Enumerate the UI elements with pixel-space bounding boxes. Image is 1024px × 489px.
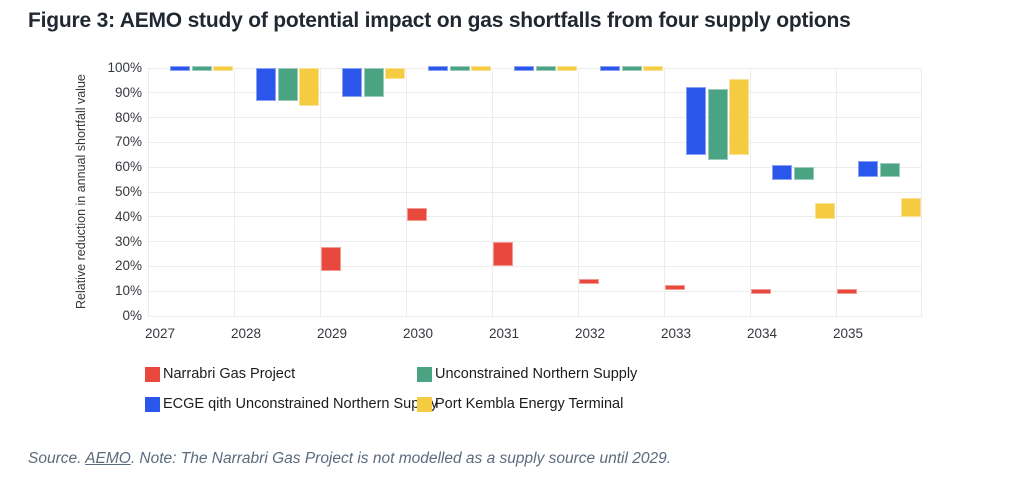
bar-2032-narrabri-gas-project: [578, 279, 599, 285]
bar-2029-unconstrained-northern-supply: [363, 68, 384, 97]
bar-2035-ecge-with-unconstrained-northern-supply: [858, 161, 879, 178]
bar-2029-narrabri-gas-project: [320, 246, 341, 272]
y-tick-label-0: 0%: [122, 308, 142, 323]
bar-2033-narrabri-gas-project: [664, 284, 685, 290]
bar-2027-unconstrained-northern-supply: [191, 66, 212, 72]
gridline-h-90: [148, 92, 922, 94]
gridline-h-100: [148, 67, 922, 69]
bar-2028-ecge-with-unconstrained-northern-supply: [256, 68, 277, 102]
legend-swatch-icon: [145, 396, 160, 412]
gridline-h-20: [148, 265, 922, 267]
gridline-v-4: [492, 68, 493, 316]
legend-item-3: Port Kembla Energy Terminal: [417, 396, 623, 412]
bar-2034-unconstrained-northern-supply: [793, 167, 814, 180]
source-prefix: Source.: [28, 450, 86, 467]
y-tick-label-10: 10%: [114, 283, 142, 299]
legend-item-0: Narrabri Gas Project: [145, 366, 295, 382]
gridline-v-5: [578, 68, 579, 316]
legend-swatch-icon: [417, 396, 432, 412]
bar-2030-unconstrained-northern-supply: [449, 66, 470, 72]
gridline-v-6: [664, 68, 665, 316]
bar-2027-ecge-with-unconstrained-northern-supply: [170, 66, 191, 72]
bar-2027-port-kembla-energy-terminal: [213, 66, 234, 72]
source-note: Source. AEMO. Note: The Narrabri Gas Pro…: [28, 450, 671, 468]
gridline-h-70: [148, 141, 922, 143]
legend-label: Unconstrained Northern Supply: [435, 366, 638, 382]
bar-2032-unconstrained-northern-supply: [621, 66, 642, 72]
x-tick-label-2032: 2032: [574, 326, 606, 341]
bar-2035-unconstrained-northern-supply: [879, 163, 900, 178]
x-tick-label-2034: 2034: [746, 326, 778, 341]
bar-2033-unconstrained-northern-supply: [707, 89, 728, 160]
bar-2029-port-kembla-energy-terminal: [385, 68, 406, 80]
bar-2032-port-kembla-energy-terminal: [643, 66, 664, 72]
gridline-v-3: [406, 68, 407, 316]
bar-2028-unconstrained-northern-supply: [277, 68, 298, 102]
source-suffix: . Note: The Narrabri Gas Project is not …: [130, 450, 671, 467]
legend-label: ECGE qith Unconstrained Northern Supply: [163, 396, 438, 412]
y-tick-label-70: 70%: [114, 134, 142, 150]
x-tick-label-2035: 2035: [832, 326, 864, 341]
gridline-h-50: [148, 191, 922, 193]
x-tick-label-2029: 2029: [316, 326, 348, 341]
bar-2030-port-kembla-energy-terminal: [471, 66, 492, 72]
x-tick-label-2030: 2030: [402, 326, 434, 341]
bar-2032-ecge-with-unconstrained-northern-supply: [600, 66, 621, 72]
y-tick-label-40: 40%: [114, 208, 142, 224]
bar-2031-port-kembla-energy-terminal: [557, 66, 578, 72]
x-tick-label-2027: 2027: [144, 326, 176, 341]
y-tick-label-30: 30%: [114, 233, 142, 249]
legend-item-1: Unconstrained Northern Supply: [417, 366, 637, 382]
gridline-v-0: [148, 68, 149, 316]
bar-2035-port-kembla-energy-terminal: [901, 198, 922, 217]
y-axis-ticks: 0% 10% 20% 30% 40% 50% 60% 70% 80% 90% 100%: [86, 60, 142, 323]
aemo-link[interactable]: AEMO: [85, 450, 131, 467]
bar-2033-ecge-with-unconstrained-northern-supply: [686, 86, 707, 155]
bar-2035-narrabri-gas-project: [836, 288, 857, 294]
gridline-h-80: [148, 117, 922, 119]
bar-2030-narrabri-gas-project: [406, 208, 427, 221]
bar-2031-narrabri-gas-project: [492, 241, 513, 267]
gridline-v-9: [921, 68, 922, 316]
x-tick-label-2031: 2031: [488, 326, 520, 341]
legend-swatch-icon: [145, 366, 160, 382]
gridline-h-30: [148, 241, 922, 243]
gridline-h-60: [148, 166, 922, 168]
gridline-v-7: [750, 68, 751, 316]
bar-2029-ecge-with-unconstrained-northern-supply: [342, 68, 363, 97]
x-tick-label-2028: 2028: [230, 326, 262, 341]
plot-area: 2027 2028 2029 2030 2031 2032 2033 2034 2035: [145, 66, 922, 341]
y-tick-label-20: 20%: [114, 258, 142, 274]
legend-item-2: ECGE qith Unconstrained Northern Supply: [145, 396, 438, 412]
legend-label: Narrabri Gas Project: [163, 366, 296, 382]
gridline-v-8: [836, 68, 837, 316]
gridline-h-40: [148, 216, 922, 218]
y-tick-label-60: 60%: [114, 159, 142, 175]
y-tick-label-80: 80%: [114, 109, 142, 125]
bar-2034-port-kembla-energy-terminal: [815, 203, 836, 220]
bar-2034-narrabri-gas-project: [750, 288, 771, 294]
bar-2033-port-kembla-energy-terminal: [729, 79, 750, 155]
y-tick-label-90: 90%: [114, 84, 142, 100]
bar-2028-port-kembla-energy-terminal: [299, 68, 320, 107]
bar-2031-unconstrained-northern-supply: [535, 66, 556, 72]
y-tick-label-100: 100%: [107, 60, 142, 75]
gridline-h-0: [148, 315, 922, 317]
bar-2030-ecge-with-unconstrained-northern-supply: [428, 66, 449, 72]
legend-swatch-icon: [417, 366, 432, 382]
legend-label: Port Kembla Energy Terminal: [435, 396, 624, 412]
bar-2034-ecge-with-unconstrained-northern-supply: [772, 164, 793, 180]
gridline-v-1: [234, 68, 235, 316]
bar-2031-ecge-with-unconstrained-northern-supply: [514, 66, 535, 72]
x-tick-label-2033: 2033: [660, 326, 692, 341]
gridline-v-2: [320, 68, 321, 316]
chart-legend: Narrabri Gas Project Unconstrained Northe…: [145, 366, 785, 428]
figure-title: Figure 3: AEMO study of potential impact…: [28, 9, 851, 32]
gridline-h-10: [148, 290, 922, 292]
y-tick-label-50: 50%: [114, 184, 142, 199]
